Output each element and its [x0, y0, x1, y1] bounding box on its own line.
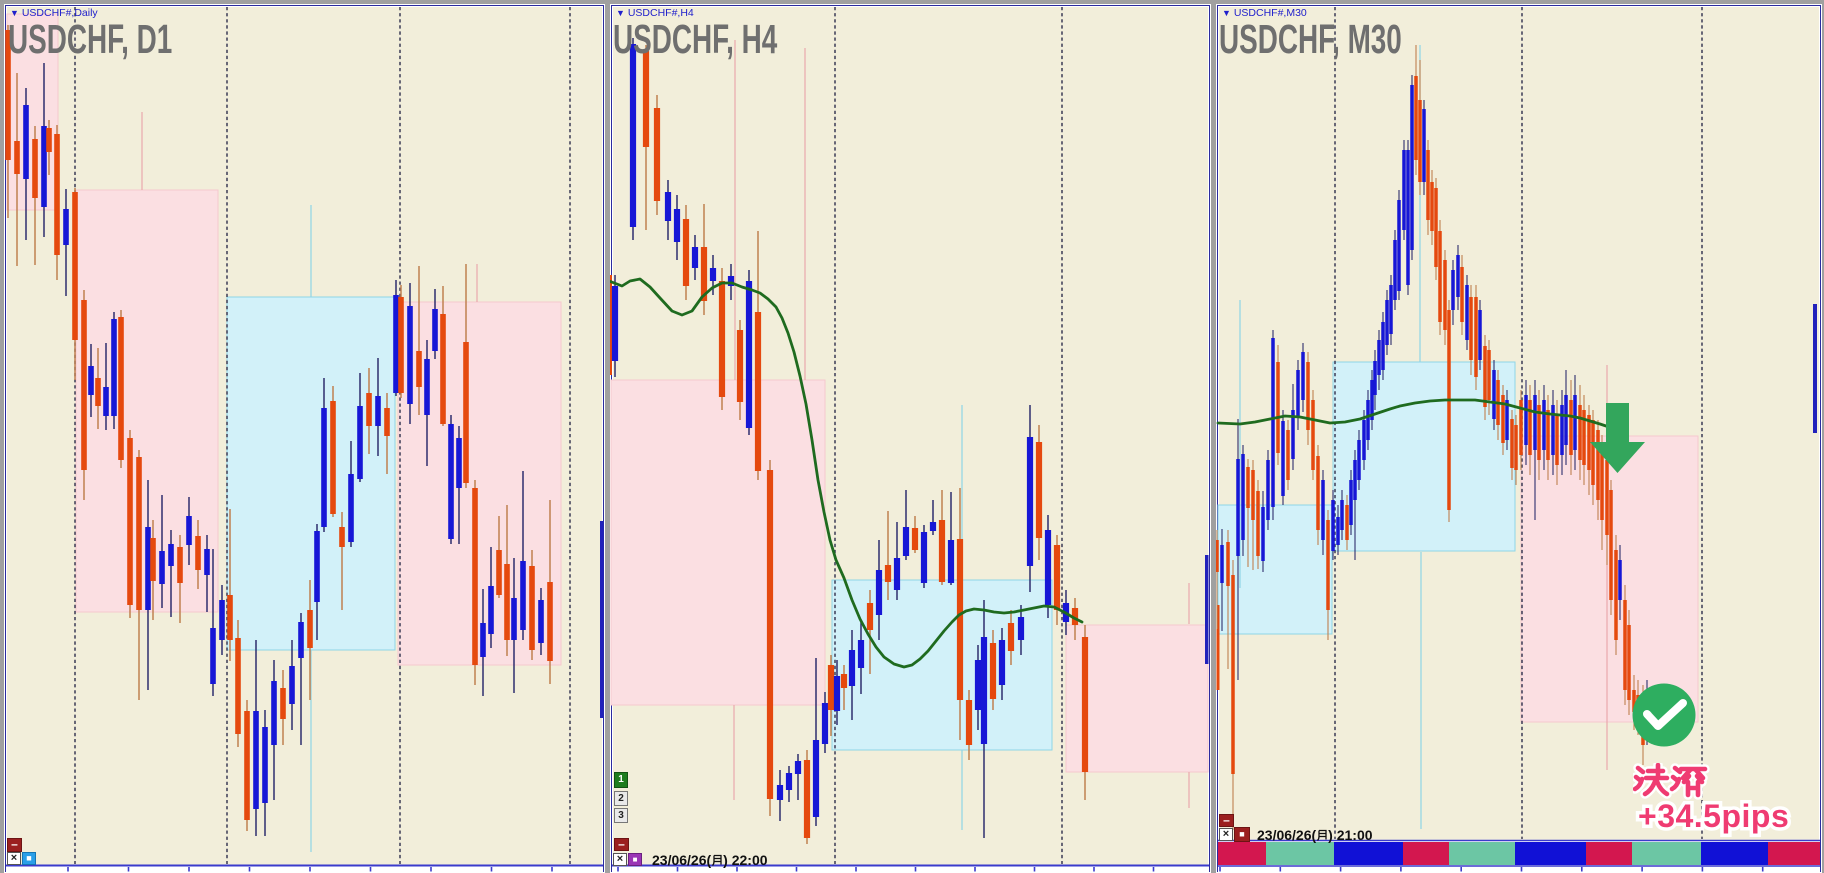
svg-text:+34.5pips: +34.5pips — [1638, 798, 1789, 834]
